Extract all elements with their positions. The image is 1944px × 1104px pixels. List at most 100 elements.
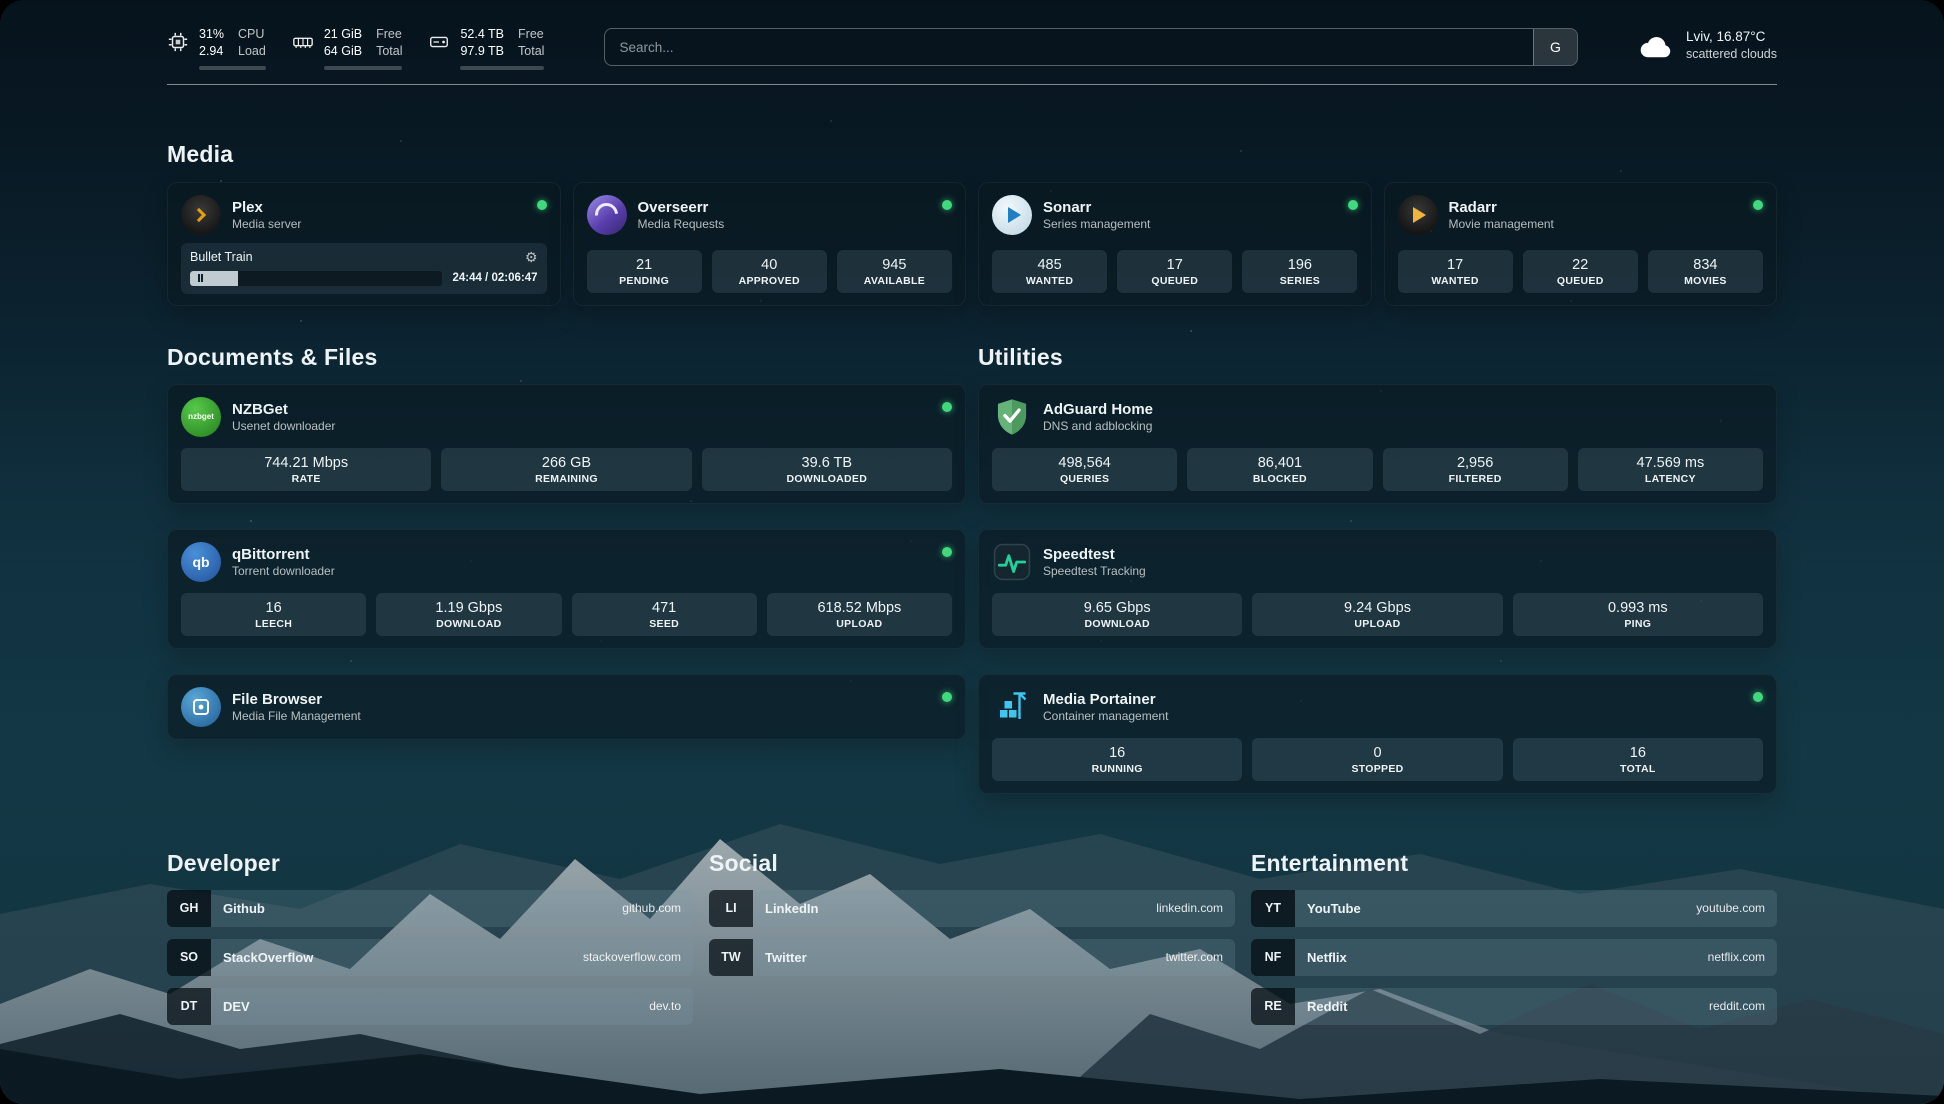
search-engine-button[interactable]: G	[1532, 29, 1577, 65]
stat-upload: 618.52 Mbps UPLOAD	[766, 592, 952, 636]
bookmark-youtube[interactable]: YT YouTube youtube.com	[1251, 889, 1777, 927]
bookmark-dev[interactable]: DT DEV dev.to	[167, 987, 693, 1025]
nzbget-card[interactable]: nzbget NZBGet Usenet downloader 744.21 M…	[167, 383, 966, 504]
status-dot	[1753, 691, 1763, 702]
bookmark-name: Github	[223, 900, 265, 916]
disk-free-value: 52.4 TB	[460, 27, 505, 41]
stat-pending: 21 PENDING	[586, 249, 702, 293]
bookmark-github[interactable]: GH Github github.com	[167, 889, 693, 927]
stat-wanted: 17 WANTED	[1397, 249, 1513, 293]
overseerr-card[interactable]: Overseerr Media Requests 21 PENDING 40 A…	[572, 181, 966, 306]
disk-total-value: 97.9 TB	[460, 44, 505, 59]
stat-filtered: 2,956 FILTERED	[1382, 447, 1568, 491]
bookmark-abbr: GH	[167, 889, 211, 927]
stat-downloaded: 39.6 TB DOWNLOADED	[701, 447, 952, 491]
developer-bookmarks: Developer GH Github github.com SO StackO…	[167, 850, 693, 1025]
app-subtitle: DNS and adblocking	[1043, 418, 1153, 433]
status-dot	[1347, 199, 1358, 210]
app-name: Plex	[232, 198, 263, 216]
stat-remaining: 266 GB REMAINING	[441, 447, 692, 491]
bookmark-name: Netflix	[1307, 949, 1347, 965]
app-name: AdGuard Home	[1043, 400, 1154, 418]
bookmark-twitter[interactable]: TW Twitter twitter.com	[709, 938, 1235, 976]
social-bookmarks: Social LI LinkedIn linkedin.com TW Twitt…	[709, 850, 1235, 1025]
section-heading-social: Social	[709, 849, 778, 876]
plex-card[interactable]: Plex Media server Bullet Train ⚙	[167, 181, 561, 306]
bookmark-stackoverflow[interactable]: SO StackOverflow stackoverflow.com	[167, 938, 693, 976]
speedtest-icon	[992, 542, 1032, 582]
bookmark-url: youtube.com	[1696, 901, 1765, 915]
entertainment-bookmarks: Entertainment YT YouTube youtube.com NF …	[1251, 850, 1777, 1025]
qbittorrent-icon: qb	[181, 541, 221, 582]
disk-total-label: Total	[518, 44, 545, 59]
cloud-icon	[1640, 36, 1671, 57]
app-name: Radarr	[1448, 198, 1497, 216]
speedtest-card[interactable]: Speedtest Speedtest Tracking 9.65 Gbps D…	[978, 528, 1777, 649]
app-name: Media Portainer	[1043, 690, 1156, 708]
sonarr-card[interactable]: Sonarr Series management 485 WANTED 17 Q…	[978, 181, 1372, 306]
cpu-load-value: 2.94	[199, 44, 224, 59]
pause-icon[interactable]	[198, 274, 203, 282]
weather-widget: Lviv, 16.87°C scattered clouds	[1638, 28, 1777, 63]
nzbget-icon: nzbget	[181, 396, 221, 437]
cpu-usage-value: 31%	[199, 27, 225, 41]
bookmark-abbr: LI	[709, 889, 753, 927]
search-input[interactable]	[605, 29, 1533, 65]
bookmark-abbr: DT	[167, 987, 211, 1025]
media-card-grid: Plex Media server Bullet Train ⚙	[167, 181, 1777, 306]
utilities-column: Utilities	[978, 344, 1777, 794]
playback-time: 24:44 / 02:06:47	[452, 272, 538, 284]
stat-approved: 40 APPROVED	[711, 249, 827, 293]
overseerr-icon	[586, 194, 627, 235]
adguard-card[interactable]: AdGuard Home DNS and adblocking 498,564 …	[978, 383, 1777, 504]
disk-free-label: Free	[518, 27, 544, 41]
bookmark-name: LinkedIn	[765, 900, 819, 916]
bookmark-url: linkedin.com	[1156, 901, 1223, 915]
section-heading-documents: Documents & Files	[167, 343, 378, 370]
stat-download: 9.65 Gbps DOWNLOAD	[992, 592, 1243, 636]
app-subtitle: Media Requests	[637, 216, 725, 231]
app-name: File Browser	[232, 690, 323, 708]
stat-queued: 17 QUEUED	[1117, 249, 1233, 293]
radarr-card[interactable]: Radarr Movie management 17 WANTED 22 QUE…	[1383, 181, 1777, 306]
stat-running: 16 RUNNING	[992, 737, 1243, 781]
status-dot	[1753, 199, 1763, 210]
bookmark-abbr: RE	[1251, 987, 1295, 1025]
stat-series: 196 SERIES	[1242, 249, 1358, 293]
stat-stopped: 0 STOPPED	[1252, 737, 1503, 781]
app-subtitle: Series management	[1043, 216, 1151, 231]
filebrowser-card[interactable]: File Browser Media File Management	[167, 673, 966, 740]
app-subtitle: Torrent downloader	[232, 563, 335, 578]
bookmark-name: Reddit	[1307, 998, 1348, 1014]
stat-queued: 22 QUEUED	[1522, 249, 1638, 293]
stat-latency: 47.569 ms LATENCY	[1577, 447, 1763, 491]
cpu-metric: 31% CPU 2.94 Load	[167, 26, 266, 70]
stat-download: 1.19 Gbps DOWNLOAD	[376, 592, 562, 636]
now-playing-title: Bullet Train	[190, 249, 253, 264]
stat-seed: 471 SEED	[571, 592, 757, 636]
stat-upload: 9.24 Gbps UPLOAD	[1252, 592, 1503, 636]
qbittorrent-card[interactable]: qb qBittorrent Torrent downloader 16 LEE…	[167, 528, 966, 649]
playback-progress-bar[interactable]	[190, 270, 443, 286]
section-heading-developer: Developer	[167, 849, 281, 876]
app-subtitle: Media server	[232, 216, 302, 231]
stat-queries: 498,564 QUERIES	[992, 447, 1178, 491]
radarr-icon	[1397, 194, 1438, 235]
bookmark-linkedin[interactable]: LI LinkedIn linkedin.com	[709, 889, 1235, 927]
section-heading-media: Media	[167, 140, 234, 167]
bookmark-netflix[interactable]: NF Netflix netflix.com	[1251, 938, 1777, 976]
bookmark-url: dev.to	[649, 999, 681, 1013]
bookmark-reddit[interactable]: RE Reddit reddit.com	[1251, 987, 1777, 1025]
ram-free-label: Free	[376, 27, 402, 41]
bookmark-url: stackoverflow.com	[582, 950, 681, 964]
disk-icon	[430, 36, 449, 48]
section-heading-utilities: Utilities	[978, 343, 1063, 370]
settings-gear-icon[interactable]: ⚙	[524, 248, 538, 265]
stat-movies: 834 MOVIES	[1647, 249, 1763, 293]
bookmark-abbr: SO	[167, 938, 211, 976]
disk-progress-bar	[460, 65, 545, 70]
ram-total-label: Total	[376, 44, 403, 59]
portainer-card[interactable]: Media Portainer Container management 16 …	[978, 673, 1777, 794]
bookmark-name: YouTube	[1307, 900, 1361, 916]
